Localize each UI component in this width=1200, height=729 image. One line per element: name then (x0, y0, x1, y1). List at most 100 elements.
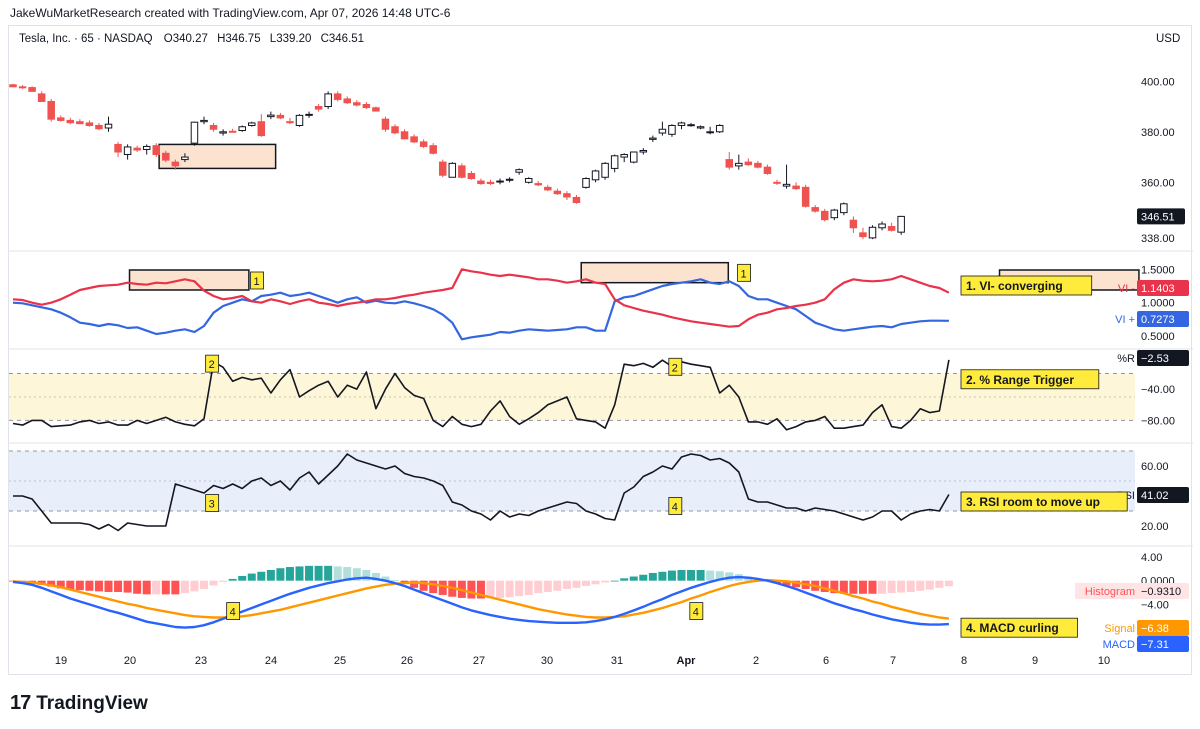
note-text: 1. VI- converging (966, 279, 1063, 293)
macd-histogram-bar (257, 571, 266, 581)
histogram-badge-label-bg (1075, 583, 1141, 599)
candle-body (276, 114, 285, 119)
macd-histogram-bar (476, 580, 485, 599)
macd-histogram-bar (849, 580, 858, 594)
candle-body (66, 119, 75, 124)
callout-marker: 4 (672, 502, 678, 514)
candle-body (37, 93, 46, 102)
candle-body (353, 102, 361, 106)
candle-body (219, 131, 227, 134)
candle-body (362, 104, 371, 109)
vi-plus-badge-value-bg (1137, 311, 1189, 327)
candle-body (439, 161, 447, 176)
candle-body (181, 156, 189, 161)
candle-body (563, 193, 571, 198)
williams-r-line (12, 359, 950, 431)
current-price-badge (1137, 208, 1185, 225)
candle-body (228, 130, 237, 133)
callout-marker: 2 (672, 362, 678, 374)
candle-body (715, 124, 724, 133)
macd-histogram-bar (228, 578, 237, 581)
macd-histogram-bar (247, 573, 256, 581)
macd-histogram-bar (782, 580, 791, 586)
vi-tick-label: 1.5000 (1141, 264, 1175, 276)
candle-body (114, 143, 122, 153)
macd-histogram-bar (858, 580, 867, 594)
candle-body (458, 165, 466, 178)
candle-body (782, 183, 791, 187)
macd-histogram-bar (295, 566, 304, 581)
macd-histogram-bar (515, 580, 524, 597)
macd-histogram-bar (505, 580, 514, 598)
candle-body (333, 93, 342, 100)
vi-plus-badge: VI + 0.7273 (1115, 311, 1189, 327)
macd-histogram-bar (601, 580, 610, 583)
candle-body (123, 146, 132, 156)
candle-body (76, 121, 84, 125)
macd-histogram-bar (133, 580, 142, 594)
macd-histogram-bar (925, 580, 934, 590)
note-bg (960, 369, 1100, 390)
macd-histogram-bar (629, 576, 638, 581)
callout-marker: 2 (209, 359, 215, 371)
close-value: C346.51 (321, 33, 364, 45)
histogram-badge-value: −0.9310 (1141, 586, 1181, 598)
macd-histogram-bar (429, 580, 438, 594)
candle-body (104, 123, 113, 129)
macd-histogram-bar (352, 568, 361, 581)
attribution-text: JakeWuMarketResearch created with Tradin… (10, 6, 451, 20)
candle-body (295, 114, 304, 126)
macd-histogram-bar (324, 565, 333, 581)
x-axis-label: 27 (473, 655, 485, 667)
macd-histogram-bar (123, 580, 132, 593)
wr-badge-label: %R (1117, 353, 1135, 365)
candle-body (190, 121, 199, 144)
candle-body (95, 124, 103, 130)
candle-body (286, 121, 294, 124)
callout-marker-bg (226, 602, 241, 620)
vi-plus-badge-label: VI + (1115, 314, 1135, 326)
candle-body (162, 152, 170, 161)
macd-histogram-bar (868, 580, 877, 594)
x-axis-label: 19 (55, 655, 67, 667)
x-axis-label: 2 (753, 655, 759, 667)
candle-body (467, 172, 476, 180)
x-axis-label: 31 (611, 655, 623, 667)
x-axis-label: 30 (541, 655, 553, 667)
candle-body (696, 126, 705, 129)
vi-tick-label: 1.0000 (1141, 298, 1175, 310)
candle-body (887, 226, 896, 231)
macd-histogram-bar (219, 580, 228, 582)
macd-histogram-bar (305, 565, 314, 581)
macd-badge-label-bg (1075, 636, 1141, 652)
macd-histogram-bar (534, 580, 543, 594)
macd-badge-value: −7.31 (1141, 639, 1169, 651)
rsi-badge-value: 41.02 (1141, 490, 1169, 502)
candle-body (152, 145, 160, 156)
chart-canvas[interactable]: Tesla, Inc. · 65 · NASDAQ O340.27 H346.7… (9, 26, 1193, 676)
x-axis-label: 24 (265, 655, 277, 667)
wr-tick-label: −80.00 (1141, 415, 1175, 427)
background-layer (9, 143, 1193, 547)
candle-body (677, 122, 686, 126)
macd-histogram-bar (371, 572, 380, 581)
macd-histogram-bar (94, 580, 103, 592)
signal-badge-value-bg (1137, 620, 1189, 636)
candle-body (57, 117, 65, 121)
candle-body (620, 154, 628, 158)
macd-badge-label: MACD (1103, 639, 1135, 651)
x-axis-label: 8 (961, 655, 967, 667)
macd-histogram-bar (830, 580, 839, 594)
macd-histogram-bar (85, 580, 94, 591)
macd-histogram-bar (887, 580, 896, 594)
tradingview-logo-icon: 17 (10, 692, 31, 714)
symbol-legend: Tesla, Inc. · 65 · NASDAQ O340.27 H346.7… (19, 33, 364, 45)
candle-body (811, 207, 819, 212)
macd-histogram-bar (839, 580, 848, 594)
footer: 17 TradingView (10, 692, 148, 715)
candle-body (859, 232, 867, 238)
candle-body (400, 131, 409, 140)
macd-histogram-bar (658, 571, 667, 581)
candle-body (18, 86, 27, 89)
